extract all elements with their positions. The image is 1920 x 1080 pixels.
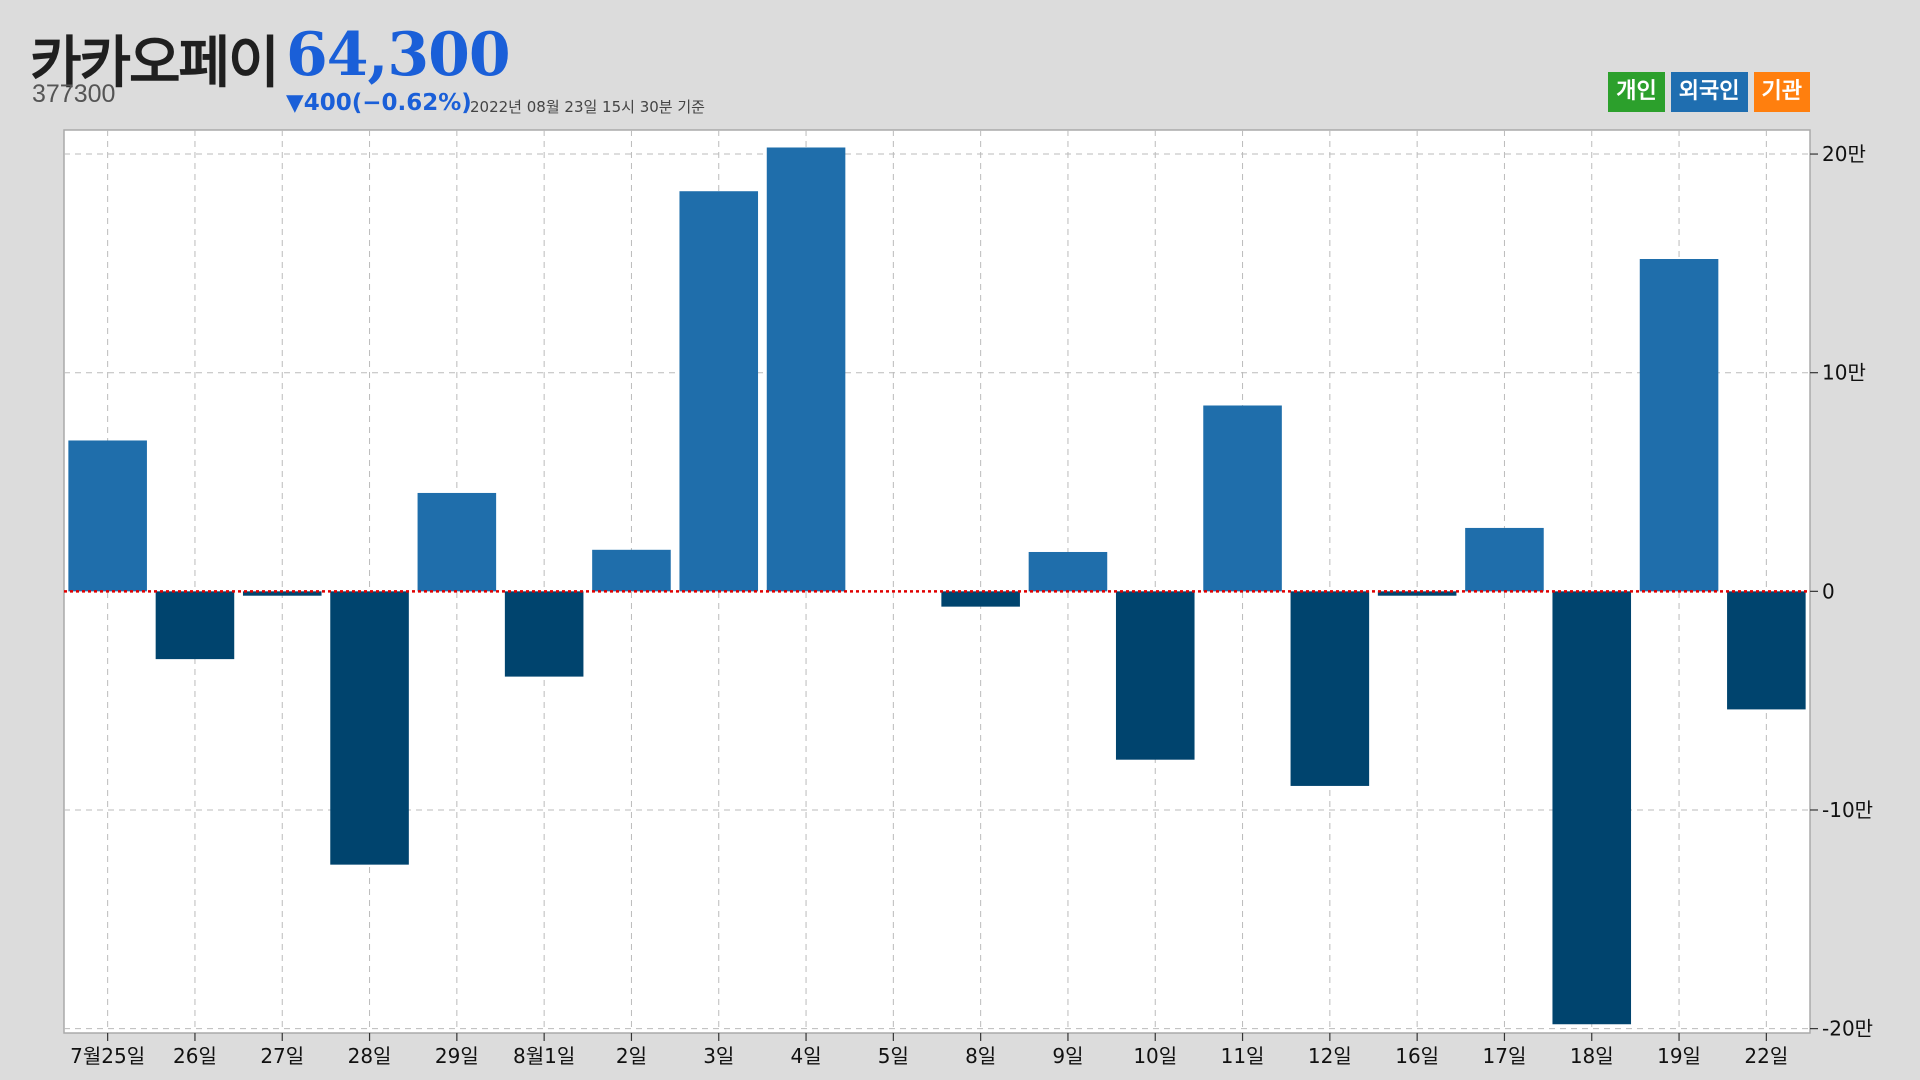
y-tick-label: -20만 bbox=[1822, 1017, 1873, 1041]
x-tick-label: 16일 bbox=[1395, 1044, 1439, 1068]
y-axis: 20만 10만 0 -10만 -20만 bbox=[1810, 142, 1873, 1041]
bar[interactable] bbox=[679, 191, 759, 592]
bar[interactable] bbox=[766, 147, 846, 592]
y-tick-label: 10만 bbox=[1822, 361, 1866, 385]
stock-name: 카카오페이 bbox=[30, 31, 280, 96]
x-tick-label: 7월25일 bbox=[70, 1044, 145, 1068]
bar[interactable] bbox=[417, 492, 497, 592]
x-tick-label: 5일 bbox=[878, 1044, 909, 1068]
bar[interactable] bbox=[1028, 551, 1108, 592]
stock-code: 377300 bbox=[32, 80, 116, 108]
bar[interactable] bbox=[68, 440, 147, 592]
x-tick-label: 12일 bbox=[1308, 1044, 1352, 1068]
y-tick-label: -10만 bbox=[1822, 798, 1873, 822]
current-price: 64,300 bbox=[286, 20, 511, 90]
x-tick-label: 29일 bbox=[435, 1044, 479, 1068]
grid-lines bbox=[64, 130, 1810, 1033]
x-tick-label: 22일 bbox=[1744, 1044, 1788, 1068]
bar[interactable] bbox=[504, 591, 584, 677]
x-axis: 7월25일 26일 27일 28일 29일 8월1일 2일 3일 4일 5일 8일 9일 10일 11일 1… bbox=[70, 1033, 1788, 1068]
bar[interactable] bbox=[155, 591, 235, 660]
legend-foreign[interactable]: 외국인 bbox=[1670, 72, 1748, 112]
x-tick-label: 11일 bbox=[1221, 1044, 1265, 1068]
x-tick-label: 19일 bbox=[1657, 1044, 1701, 1068]
bar[interactable] bbox=[1115, 591, 1195, 760]
x-tick-label: 3일 bbox=[703, 1044, 734, 1068]
x-tick-label: 17일 bbox=[1483, 1044, 1527, 1068]
x-tick-label: 26일 bbox=[173, 1044, 217, 1068]
x-tick-label: 10일 bbox=[1133, 1044, 1177, 1068]
legend: 개인 외국인 기관 bbox=[1608, 72, 1810, 112]
x-tick-label: 18일 bbox=[1570, 1044, 1614, 1068]
legend-individual[interactable]: 개인 bbox=[1608, 72, 1665, 112]
bar[interactable] bbox=[1639, 259, 1719, 592]
bars bbox=[68, 147, 1806, 1025]
x-tick-label: 28일 bbox=[348, 1044, 392, 1068]
bar[interactable] bbox=[242, 591, 322, 596]
x-tick-label: 2일 bbox=[616, 1044, 647, 1068]
x-tick-label: 4일 bbox=[790, 1044, 821, 1068]
price-change: ▼400(−0.62%) bbox=[286, 90, 472, 116]
x-tick-label: 27일 bbox=[260, 1044, 304, 1068]
y-tick-label: 20만 bbox=[1822, 142, 1866, 166]
x-tick-label: 8월1일 bbox=[513, 1044, 575, 1068]
bar[interactable] bbox=[1290, 591, 1370, 786]
bar[interactable] bbox=[330, 591, 409, 865]
bar[interactable] bbox=[1727, 591, 1806, 710]
y-tick-label: 0 bbox=[1822, 579, 1835, 603]
bar[interactable] bbox=[1377, 591, 1457, 596]
bar[interactable] bbox=[1203, 405, 1282, 592]
plot-area bbox=[63, 129, 1811, 1034]
bar[interactable] bbox=[1465, 527, 1544, 592]
bar[interactable] bbox=[941, 591, 1020, 607]
x-tick-label: 9일 bbox=[1052, 1044, 1083, 1068]
timestamp: 2022년 08월 23일 15시 30분 기준 bbox=[470, 98, 705, 116]
bar[interactable] bbox=[1552, 591, 1632, 1025]
x-tick-label: 8일 bbox=[965, 1044, 996, 1068]
bar[interactable] bbox=[592, 549, 671, 592]
legend-institution[interactable]: 기관 bbox=[1753, 72, 1810, 112]
